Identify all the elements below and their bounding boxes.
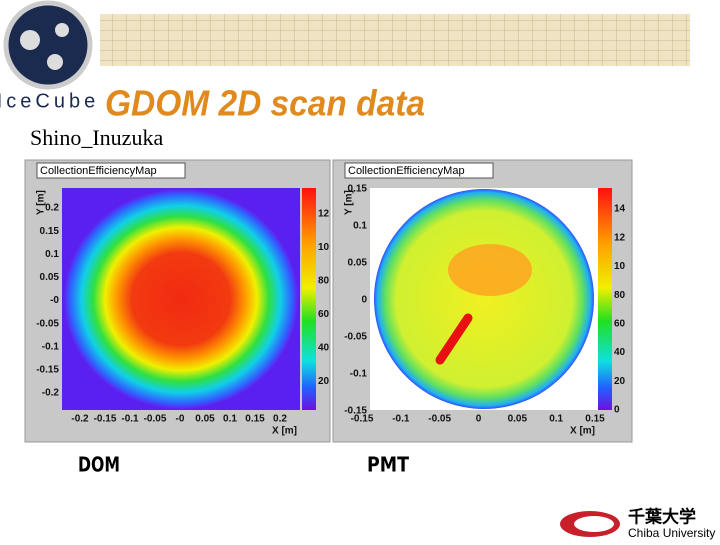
x-tick-label: 0.2 (273, 414, 287, 425)
x-tick-label: -0.05 (428, 414, 451, 425)
colorbar-tick: 80 (318, 276, 330, 287)
caption: DOM (78, 453, 120, 477)
y-tick-label: -0.05 (344, 332, 367, 343)
panel-title-box (36, 162, 186, 179)
colorbar-tick: 40 (614, 347, 626, 358)
university-jp: 千葉大学 (628, 506, 696, 526)
x-axis-label: X [m] (570, 426, 595, 437)
colorbar-tick: 80 (614, 290, 626, 301)
panel-title-box (344, 162, 494, 179)
y-tick-label: 0.2 (45, 203, 59, 214)
heatmap (64, 189, 298, 409)
university-en: Chiba University (628, 526, 715, 540)
colorbar-tick: 10 (614, 261, 626, 272)
x-tick-label: 0.1 (549, 414, 563, 425)
banner (100, 14, 690, 66)
y-axis-label: Y [m] (36, 190, 47, 215)
author: Shino_Inuzuka (30, 125, 163, 150)
y-tick-label: -0 (50, 295, 59, 306)
y-tick-label: 0.05 (348, 258, 368, 269)
colorbar-tick: 20 (614, 376, 626, 387)
university-logo-inner (574, 516, 614, 532)
heatmap-blob (448, 244, 532, 296)
heatmap (374, 189, 594, 409)
colorbar-tick: 60 (318, 309, 330, 320)
colorbar-tick: 60 (614, 318, 626, 329)
logo-dot (20, 30, 40, 50)
x-tick-label: 0.15 (585, 414, 605, 425)
colorbar-tick: 12 (614, 232, 626, 243)
y-tick-label: -0.2 (42, 388, 60, 399)
y-tick-label: 0.15 (348, 184, 368, 195)
y-axis-label: Y [m] (344, 190, 355, 215)
colorbar-tick: 20 (318, 376, 330, 387)
colorbar-tick: 14 (614, 204, 626, 215)
x-tick-label: 0 (476, 414, 482, 425)
x-axis-label: X [m] (272, 426, 297, 437)
x-tick-label: -0.1 (121, 414, 139, 425)
y-tick-label: 0.1 (353, 221, 367, 232)
x-tick-label: -0.15 (351, 414, 374, 425)
y-tick-label: -0.05 (36, 318, 59, 329)
y-tick-label: -0.15 (36, 365, 59, 376)
logo-dot (47, 54, 63, 70)
panel-title: CollectionEfficiencyMap (40, 165, 157, 177)
logo-text: IceCube (0, 90, 99, 112)
color-bar (598, 188, 612, 410)
panel-title: CollectionEfficiencyMap (348, 165, 465, 177)
x-tick-label: 0.05 (195, 414, 215, 425)
logo (3, 0, 93, 90)
x-tick-label: 0.05 (508, 414, 528, 425)
colorbar-tick: 12 (318, 209, 330, 220)
colorbar-tick: 40 (318, 343, 330, 354)
y-tick-label: 0.05 (40, 272, 60, 283)
x-tick-label: -0.05 (144, 414, 167, 425)
x-tick-label: -0.2 (71, 414, 89, 425)
y-tick-label: 0 (361, 295, 367, 306)
x-tick-label: -0 (176, 414, 185, 425)
y-tick-label: 0.1 (45, 249, 59, 260)
y-tick-label: -0.1 (42, 341, 60, 352)
y-tick-label: -0.15 (344, 406, 367, 417)
y-tick-label: -0.1 (350, 369, 368, 380)
caption: PMT (367, 453, 409, 477)
colorbar-tick: 0 (614, 405, 620, 416)
logo-dot (55, 23, 69, 37)
x-tick-label: 0.1 (223, 414, 237, 425)
colorbar-tick: 10 (318, 242, 330, 253)
color-bar (302, 188, 316, 410)
x-tick-label: -0.15 (94, 414, 117, 425)
slide-title: GDOM 2D scan data (105, 83, 425, 124)
heatmap-streak (435, 313, 473, 365)
y-tick-label: 0.15 (40, 226, 60, 237)
x-tick-label: -0.1 (392, 414, 410, 425)
x-tick-label: 0.15 (245, 414, 265, 425)
